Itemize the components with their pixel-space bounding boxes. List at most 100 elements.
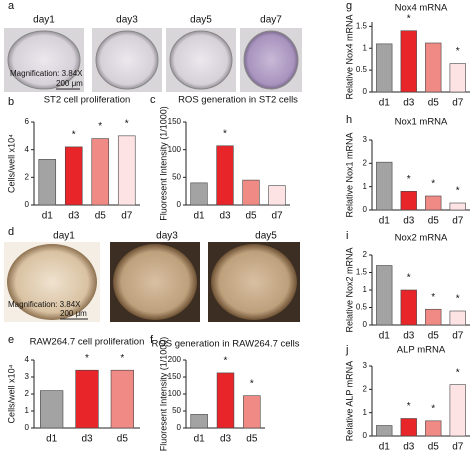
bar: [425, 195, 442, 211]
y-tick-label: 1.5: [356, 21, 368, 30]
significance-mark: *: [431, 179, 435, 190]
bar: [117, 135, 136, 206]
significance-mark: *: [431, 403, 435, 414]
photo-label: day3: [116, 15, 138, 26]
x-tick-label: d7: [121, 211, 133, 222]
bar: [38, 159, 57, 206]
chart-title: ROS generation in RAW264.7 cells: [151, 339, 299, 350]
y-tick-label: 4: [25, 145, 30, 154]
y-tick-label: 3: [363, 135, 368, 144]
significance-mark: *: [456, 46, 460, 57]
photo-label: day1: [53, 231, 75, 242]
x-tick-label: d1: [46, 434, 58, 445]
bar: [190, 182, 208, 206]
y-tick-label: 0: [363, 320, 368, 329]
x-tick-label: d1: [379, 331, 391, 342]
panel-label: j: [345, 344, 348, 356]
y-tick-label: 0: [177, 423, 182, 432]
y-axis-label: Cells/well x10⁴: [6, 134, 16, 193]
bar: [268, 185, 286, 206]
chart-title: ROS generation in ST2 cells: [178, 95, 298, 106]
y-tick-label: 2: [363, 384, 368, 393]
y-axis-label: Relative Nox2 mRNA: [344, 247, 354, 332]
significance-mark: *: [407, 401, 411, 412]
significance-mark: *: [456, 186, 460, 197]
significance-mark: *: [98, 121, 102, 132]
significance-mark: *: [456, 294, 460, 305]
chart-title: ALP mRNA: [397, 345, 446, 356]
photo-label: day5: [255, 231, 277, 242]
bar: [110, 369, 134, 429]
significance-mark: *: [223, 128, 227, 139]
chart-title: Nox1 mRNA: [395, 117, 448, 128]
bar: [75, 369, 99, 429]
y-tick-label: 1: [363, 43, 368, 52]
x-tick-label: d1: [379, 98, 391, 109]
x-tick-label: d3: [403, 442, 415, 453]
y-axis-label: Relative ALP mRNA: [344, 361, 354, 441]
x-tick-label: d5: [428, 98, 440, 109]
x-tick-label: d1: [194, 434, 206, 445]
scale-bar-label: 200 μm: [56, 79, 83, 88]
x-tick-label: d3: [81, 434, 93, 445]
y-tick-label: 0: [363, 205, 368, 214]
significance-mark: *: [407, 273, 411, 284]
significance-mark: *: [224, 356, 228, 367]
y-tick-label: 1: [363, 285, 368, 294]
y-tick-label: 100: [168, 389, 182, 398]
significance-mark: *: [431, 292, 435, 303]
panel-label: c: [150, 94, 156, 106]
culture-well: [113, 244, 197, 320]
y-axis-label: Cells/well x10⁴: [6, 364, 16, 423]
y-tick-label: 2: [363, 250, 368, 259]
x-tick-label: d5: [245, 211, 257, 222]
bar: [400, 289, 417, 326]
x-tick-label: d1: [193, 211, 205, 222]
y-tick-label: 0: [25, 423, 30, 432]
scale-bar-label: 200 μm: [60, 309, 87, 318]
panel-label: i: [346, 230, 348, 242]
culture-well: [211, 244, 297, 320]
y-tick-label: 4: [25, 355, 30, 364]
x-tick-label: d5: [95, 211, 107, 222]
panel-label: a: [8, 0, 15, 12]
chart-title: Nox4 mRNA: [395, 3, 448, 14]
x-tick-label: d1: [42, 211, 54, 222]
y-tick-label: 1.5: [356, 268, 368, 277]
culture-well: [7, 244, 97, 320]
bar: [400, 30, 417, 93]
magnification: Magnification: 3.84X: [8, 300, 81, 309]
bar: [400, 418, 417, 437]
y-tick-label: 1: [363, 408, 368, 417]
bar: [376, 265, 393, 326]
x-tick-label: d7: [452, 331, 464, 342]
bar: [425, 308, 442, 326]
y-tick-label: 50: [172, 172, 181, 181]
y-tick-label: 150: [168, 372, 182, 381]
x-tick-label: d3: [403, 216, 415, 227]
y-tick-label: 0.5: [356, 65, 368, 74]
photo-label: day5: [190, 15, 212, 26]
panel-label: h: [346, 114, 352, 126]
significance-mark: *: [250, 378, 254, 389]
y-tick-label: 1: [25, 406, 30, 415]
y-tick-label: 200: [168, 355, 182, 364]
x-tick-label: d7: [452, 442, 464, 453]
x-tick-label: d5: [246, 434, 258, 445]
x-tick-label: d7: [271, 211, 283, 222]
y-tick-label: 2: [25, 172, 30, 181]
panel-label: e: [8, 334, 14, 346]
significance-mark: *: [85, 353, 89, 364]
y-tick-label: 0.5: [356, 303, 368, 312]
bar: [91, 138, 110, 206]
culture-dish: [169, 30, 233, 90]
y-tick-label: 0: [363, 431, 368, 440]
bar: [449, 384, 466, 437]
chart-title: RAW264.7 cell proliferation: [30, 337, 145, 348]
y-tick-label: 2: [363, 158, 368, 167]
y-tick-label: 1: [363, 182, 368, 191]
y-tick-label: 6: [25, 117, 30, 126]
y-tick-label: 50: [172, 406, 181, 415]
x-tick-label: d5: [428, 442, 440, 453]
